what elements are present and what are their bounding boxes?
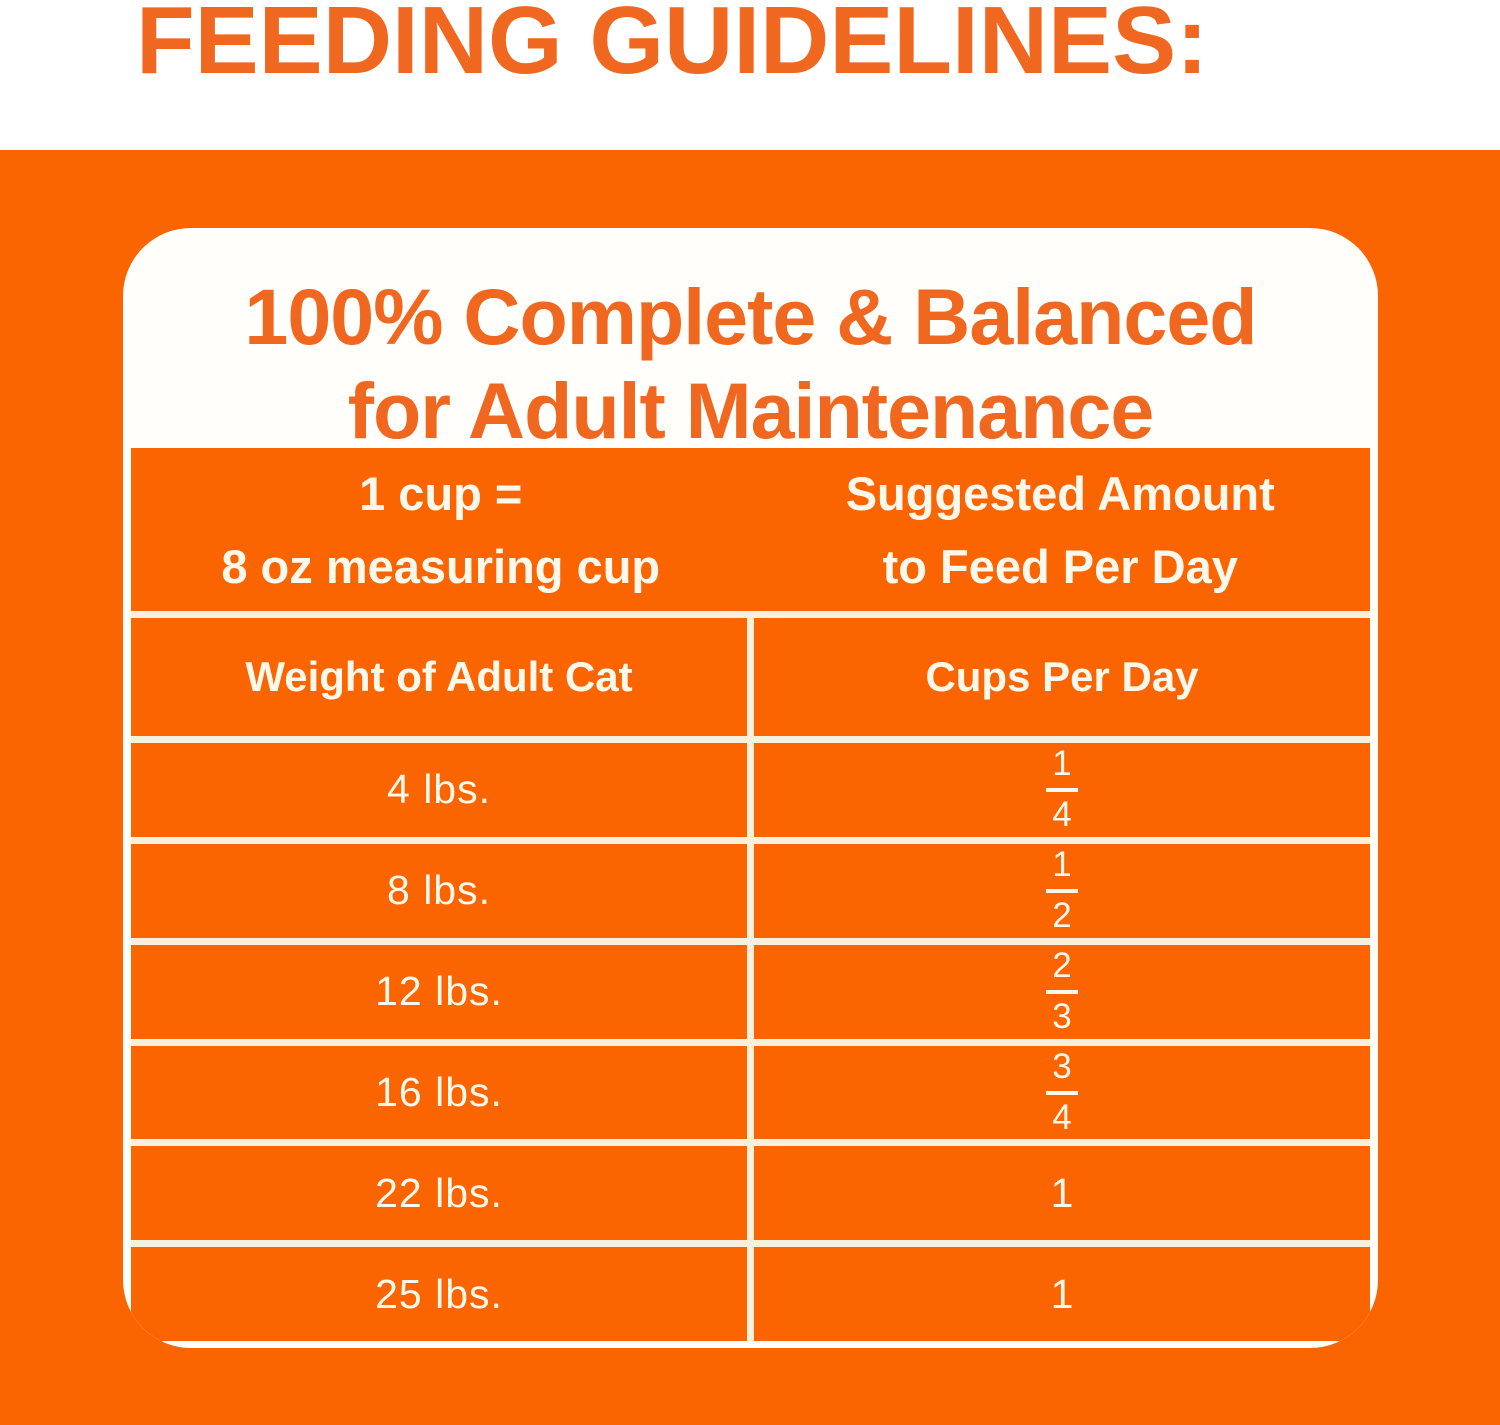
- header-cup-line1: 1 cup =: [359, 466, 523, 520]
- weight-cell: 8 lbs.: [131, 843, 747, 938]
- cups-cell: 2 3: [754, 944, 1370, 1039]
- fraction-numerator: 1: [1046, 844, 1078, 894]
- subheader-cups: Cups Per Day: [754, 618, 1370, 736]
- cups-fraction: 2 3: [1046, 945, 1078, 1038]
- table-header-row: 1 cup = 8 oz measuring cup Suggested Amo…: [131, 448, 1370, 611]
- cups-whole-value: 1: [1050, 1270, 1074, 1317]
- cups-cell: 1: [754, 1247, 1370, 1341]
- weight-cell: 25 lbs.: [131, 1247, 747, 1341]
- header-suggested-amount: Suggested Amount to Feed Per Day: [751, 448, 1371, 611]
- fraction-denominator: 4: [1052, 1097, 1072, 1137]
- guidelines-card: 100% Complete & Balanced for Adult Maint…: [123, 228, 1378, 1348]
- cups-cell: 1 2: [754, 843, 1370, 938]
- cups-cell: 1: [754, 1146, 1370, 1241]
- orange-background: 100% Complete & Balanced for Adult Maint…: [0, 150, 1500, 1425]
- fraction-denominator: 2: [1052, 896, 1072, 936]
- cups-fraction: 1 2: [1046, 844, 1078, 937]
- card-title-line1: 100% Complete & Balanced: [244, 272, 1257, 361]
- card-title-line2: for Adult Maintenance: [347, 366, 1155, 455]
- cups-fraction: 1 4: [1046, 743, 1078, 836]
- subheader-weight: Weight of Adult Cat: [131, 618, 747, 736]
- fraction-denominator: 4: [1052, 795, 1072, 835]
- header-cup-line2: 8 oz measuring cup: [221, 539, 661, 593]
- weight-cell: 4 lbs.: [131, 743, 747, 837]
- fraction-denominator: 3: [1052, 997, 1072, 1037]
- header-amount-line2: to Feed Per Day: [882, 539, 1238, 593]
- header-amount-line1: Suggested Amount: [845, 466, 1275, 520]
- weight-cell: 12 lbs.: [131, 944, 747, 1039]
- page-heading: FEEDING GUIDELINES:: [136, 0, 1209, 94]
- weight-cell: 16 lbs.: [131, 1045, 747, 1140]
- fraction-numerator: 2: [1046, 945, 1078, 995]
- header-cup-definition: 1 cup = 8 oz measuring cup: [131, 448, 751, 611]
- cups-whole-value: 1: [1050, 1169, 1074, 1216]
- feeding-table: 1 cup = 8 oz measuring cup Suggested Amo…: [131, 448, 1370, 1341]
- cups-cell: 3 4: [754, 1045, 1370, 1140]
- fraction-numerator: 3: [1046, 1046, 1078, 1095]
- card-title: 100% Complete & Balanced for Adult Maint…: [123, 270, 1378, 458]
- weight-cell: 22 lbs.: [131, 1146, 747, 1241]
- fraction-numerator: 1: [1046, 743, 1078, 793]
- cups-cell: 1 4: [754, 743, 1370, 837]
- cups-fraction: 3 4: [1046, 1046, 1078, 1139]
